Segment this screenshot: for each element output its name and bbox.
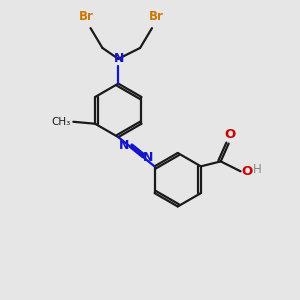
Text: Br: Br xyxy=(148,10,164,23)
Text: N: N xyxy=(143,151,154,164)
Text: N: N xyxy=(114,52,124,65)
Text: Br: Br xyxy=(79,10,94,23)
Text: O: O xyxy=(242,165,253,178)
Text: O: O xyxy=(224,128,235,141)
Text: N: N xyxy=(119,139,130,152)
Text: H: H xyxy=(252,163,261,176)
Text: CH₃: CH₃ xyxy=(51,117,70,127)
